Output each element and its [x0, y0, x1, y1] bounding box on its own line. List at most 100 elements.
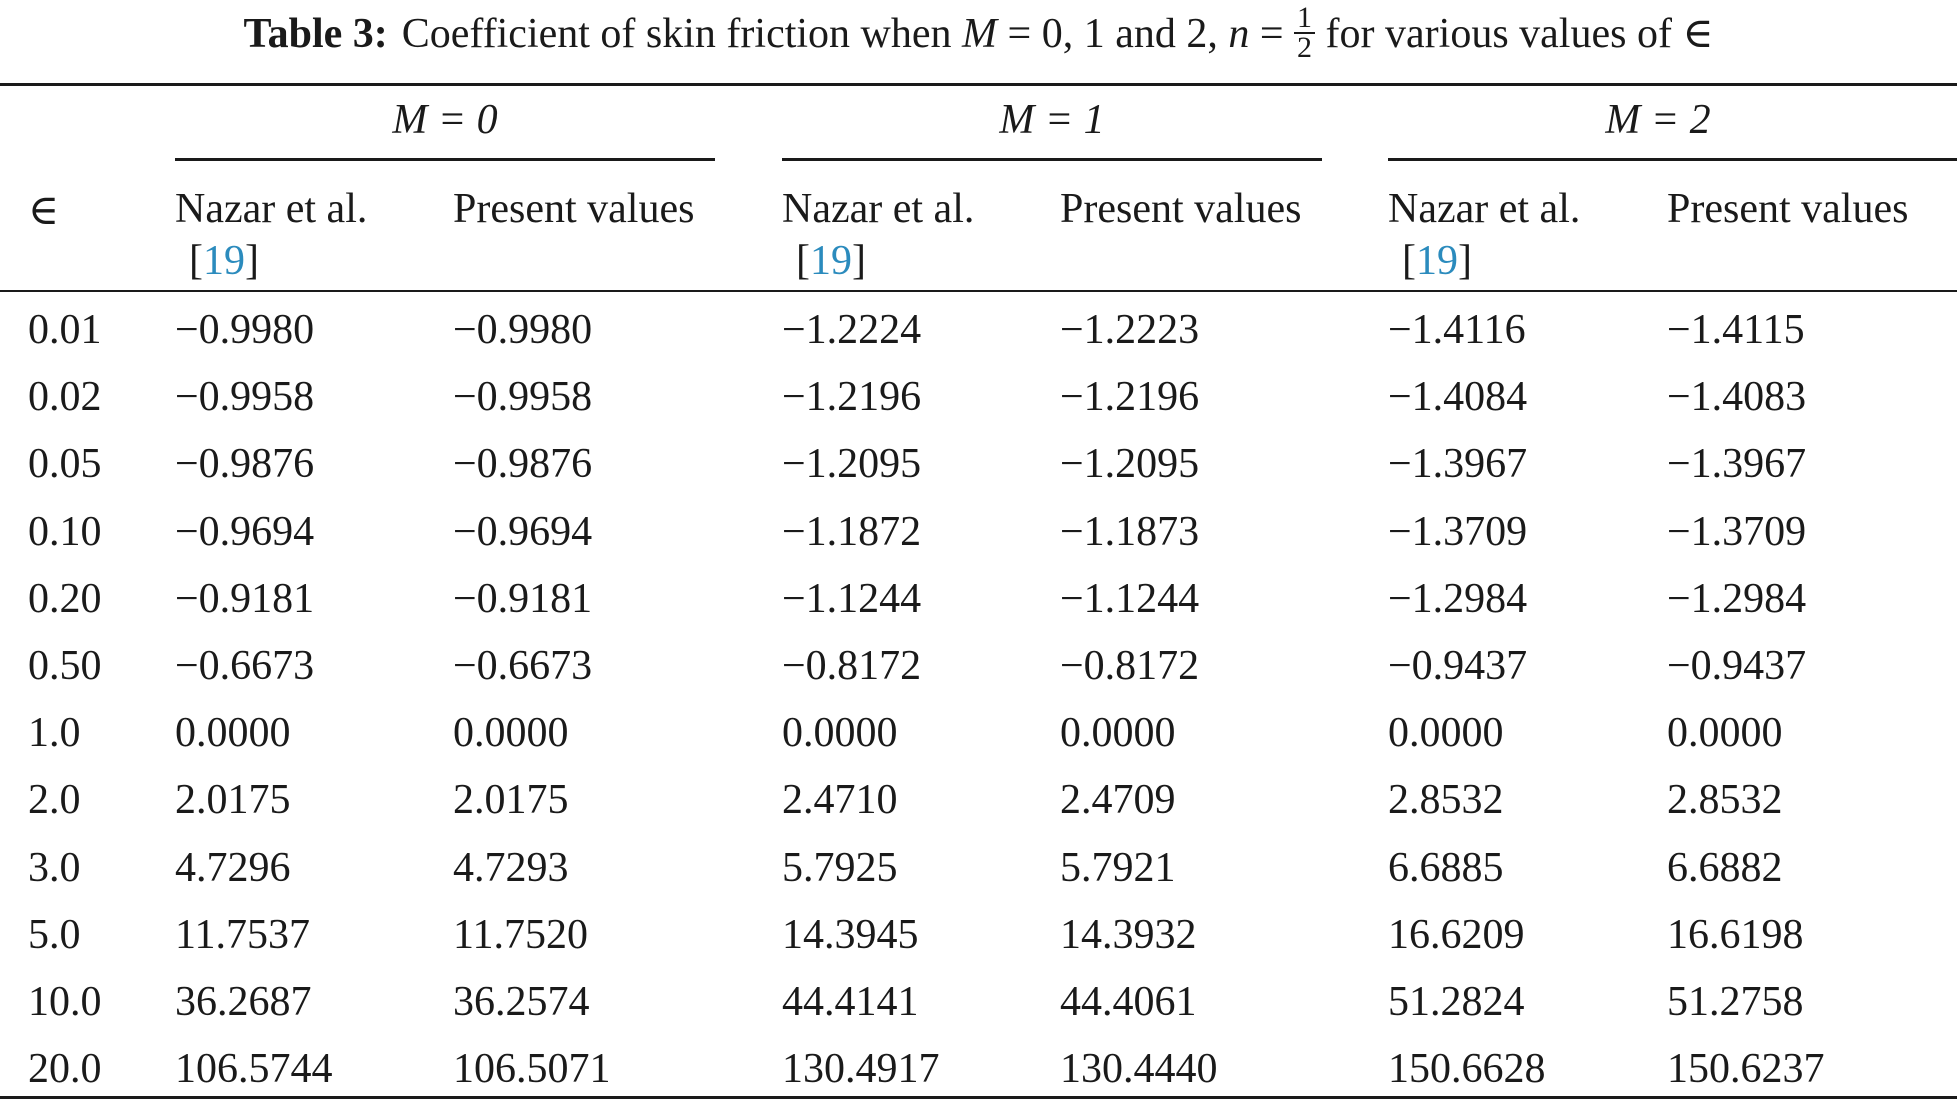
epsilon-cell: 0.02 — [28, 374, 102, 420]
epsilon-cell: 0.50 — [28, 643, 102, 689]
value-cell: 14.3932 — [1060, 912, 1197, 958]
value-cell: 106.5744 — [175, 1046, 333, 1092]
bottom-rule — [0, 1096, 1957, 1099]
reference-link[interactable]: 19 — [810, 238, 852, 284]
value-cell: −1.2224 — [782, 307, 922, 353]
value-cell: 2.0175 — [453, 777, 569, 823]
value-cell: −0.9437 — [1667, 643, 1807, 689]
reference-link[interactable]: 19 — [1416, 238, 1458, 284]
epsilon-cell: 0.05 — [28, 441, 102, 487]
value-cell: −1.1872 — [782, 509, 922, 555]
group-rule-m2 — [1388, 158, 1957, 161]
group-header-m1: M = 1 — [999, 97, 1105, 143]
value-cell: −0.9876 — [453, 441, 593, 487]
epsilon-cell: 20.0 — [28, 1046, 102, 1092]
top-rule — [0, 83, 1957, 86]
value-cell: −1.2223 — [1060, 307, 1200, 353]
epsilon-cell: 10.0 — [28, 979, 102, 1025]
value-cell: 6.6885 — [1388, 845, 1504, 891]
caption-values: = 0, 1 and 2, — [997, 11, 1229, 57]
group-rule-m0 — [175, 158, 715, 161]
header-ref-m1: [19] — [796, 236, 866, 286]
value-cell: −1.2095 — [782, 441, 922, 487]
value-cell: −1.2196 — [782, 374, 922, 420]
ref-open-bracket: [ — [1402, 238, 1416, 284]
fraction-numerator: 1 — [1294, 3, 1316, 35]
epsilon-cell: 0.20 — [28, 576, 102, 622]
value-cell: 2.0175 — [175, 777, 291, 823]
value-cell: 6.6882 — [1667, 845, 1783, 891]
value-cell: 44.4141 — [782, 979, 919, 1025]
epsilon-cell: 2.0 — [28, 777, 81, 823]
value-cell: 51.2758 — [1667, 979, 1804, 1025]
value-cell: −1.3967 — [1667, 441, 1807, 487]
caption-m-symbol: M — [962, 11, 998, 57]
epsilon-cell: 0.10 — [28, 509, 102, 555]
header-ref-m2: [19] — [1402, 236, 1472, 286]
group-rule-m1 — [782, 158, 1322, 161]
table-label: Table 3: — [243, 11, 388, 57]
value-cell: −1.1244 — [1060, 576, 1200, 622]
value-cell: 44.4061 — [1060, 979, 1197, 1025]
ref-open-bracket: [ — [189, 238, 203, 284]
header-ref-m0: [19] — [189, 236, 259, 286]
value-cell: 16.6198 — [1667, 912, 1804, 958]
value-cell: 0.0000 — [175, 710, 291, 756]
value-cell: 11.7520 — [453, 912, 588, 958]
value-cell: −0.9694 — [453, 509, 593, 555]
value-cell: −0.9181 — [175, 576, 315, 622]
header-present-m2: Present values — [1667, 186, 1909, 232]
caption-equals: = — [1249, 11, 1295, 57]
value-cell: 2.4709 — [1060, 777, 1176, 823]
value-cell: 150.6628 — [1388, 1046, 1546, 1092]
value-cell: 36.2687 — [175, 979, 312, 1025]
value-cell: 4.7296 — [175, 845, 291, 891]
value-cell: −0.9980 — [175, 307, 315, 353]
caption-n-symbol: n — [1228, 11, 1250, 57]
value-cell: −0.6673 — [175, 643, 315, 689]
ref-close-bracket: ] — [1458, 238, 1472, 284]
value-cell: −1.2196 — [1060, 374, 1200, 420]
caption-text: Coefficient of skin friction when — [401, 11, 963, 57]
value-cell: 5.7925 — [782, 845, 898, 891]
value-cell: 5.7921 — [1060, 845, 1176, 891]
value-cell: −0.6673 — [453, 643, 593, 689]
reference-link[interactable]: 19 — [203, 238, 245, 284]
value-cell: −0.9437 — [1388, 643, 1528, 689]
value-cell: 130.4440 — [1060, 1046, 1218, 1092]
value-cell: 51.2824 — [1388, 979, 1525, 1025]
value-cell: −1.2095 — [1060, 441, 1200, 487]
epsilon-cell: 1.0 — [28, 710, 81, 756]
value-cell: −0.9958 — [453, 374, 593, 420]
value-cell: 4.7293 — [453, 845, 569, 891]
value-cell: −1.3967 — [1388, 441, 1528, 487]
value-cell: 14.3945 — [782, 912, 919, 958]
ref-open-bracket: [ — [796, 238, 810, 284]
value-cell: 16.6209 — [1388, 912, 1525, 958]
value-cell: −0.8172 — [1060, 643, 1200, 689]
ref-close-bracket: ] — [852, 238, 866, 284]
group-header-m0: M = 0 — [392, 97, 498, 143]
value-cell: −1.4083 — [1667, 374, 1807, 420]
value-cell: −1.4084 — [1388, 374, 1528, 420]
value-cell: −0.9181 — [453, 576, 593, 622]
value-cell: 11.7537 — [175, 912, 310, 958]
value-cell: 0.0000 — [782, 710, 898, 756]
header-nazar-m0: Nazar et al. — [175, 186, 368, 232]
table-caption: Table 3: Coefficient of skin friction whe… — [0, 3, 1957, 66]
value-cell: 0.0000 — [1388, 710, 1504, 756]
value-cell: −0.9980 — [453, 307, 593, 353]
value-cell: −0.9958 — [175, 374, 315, 420]
value-cell: −1.4115 — [1667, 307, 1805, 353]
value-cell: −0.8172 — [782, 643, 922, 689]
value-cell: 0.0000 — [1060, 710, 1176, 756]
caption-tail: for various values of ∈ — [1315, 11, 1714, 57]
value-cell: 130.4917 — [782, 1046, 940, 1092]
header-bottom-rule — [0, 290, 1957, 292]
header-epsilon: ∈ — [28, 188, 60, 234]
value-cell: 36.2574 — [453, 979, 590, 1025]
value-cell: −0.9876 — [175, 441, 315, 487]
header-nazar-m2: Nazar et al. — [1388, 186, 1581, 232]
epsilon-cell: 5.0 — [28, 912, 81, 958]
